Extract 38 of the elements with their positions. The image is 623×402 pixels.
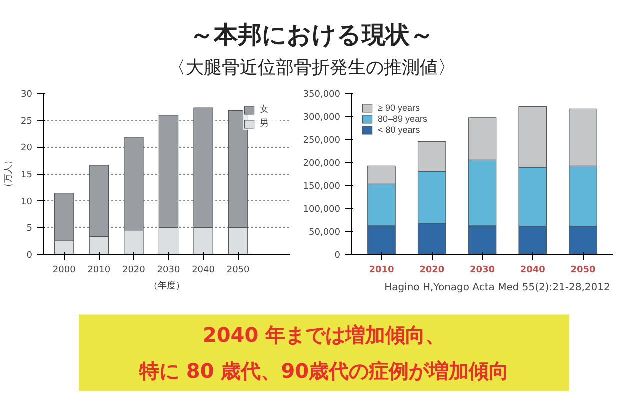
y-tick-label: 50,000 — [309, 228, 341, 238]
text: 2040 年までは増加傾向、 — [202, 323, 446, 347]
y-tick-label: 0 — [26, 251, 33, 261]
y-tick-label: 10 — [21, 197, 33, 208]
x-tick-label: 2010 — [369, 266, 394, 276]
legend-label: 女 — [260, 103, 270, 116]
chart-title: ～本邦における現状～ — [190, 21, 434, 50]
y-tick-label: 30 — [21, 90, 33, 100]
y-tick-label: 0 — [334, 251, 341, 261]
y-tick-label: 25 — [21, 116, 32, 127]
x-tick-label: 2020 — [122, 266, 146, 276]
y-tick-label: 250,000 — [303, 136, 341, 146]
legend-label: ≥ 90 years — [378, 103, 420, 113]
text: 特に 80 歳代、90歳代の症例が増加傾向 — [138, 359, 510, 383]
y-tick-label: 20 — [21, 144, 33, 154]
legend-label: 80–89 years — [378, 114, 428, 124]
y-tick-label: 15 — [21, 170, 32, 180]
x-tick-label: 2010 — [88, 266, 111, 276]
x-tick-label: 2050 — [226, 266, 250, 276]
y-axis-title: （万人） — [3, 156, 14, 192]
x-axis-title: （年度） — [149, 280, 185, 290]
y-tick-label: 200,000 — [303, 159, 341, 169]
legend-label: < 80 years — [378, 125, 420, 135]
chart-subtitle: 〈大腿骨近位部骨折発生の推測値〉 — [168, 57, 456, 78]
x-tick-label: 2030 — [470, 266, 496, 276]
legend-label: 男 — [260, 117, 270, 130]
x-tick-label: 2000 — [52, 266, 76, 276]
x-tick-label: 2030 — [157, 266, 180, 276]
x-tick-label: 2050 — [570, 266, 596, 276]
x-tick-label: 2020 — [420, 266, 445, 276]
y-tick-label: 300,000 — [303, 113, 341, 123]
y-tick-label: 150,000 — [303, 182, 341, 192]
text: Hagino H,Yonago Acta Med 55(2):21-28,2012 — [384, 282, 610, 294]
y-tick-label: 5 — [26, 224, 33, 234]
y-tick-label: 350,000 — [303, 90, 341, 100]
x-tick-label: 2040 — [192, 266, 216, 276]
y-tick-label: 100,000 — [303, 205, 341, 215]
x-tick-label: 2040 — [520, 266, 546, 276]
